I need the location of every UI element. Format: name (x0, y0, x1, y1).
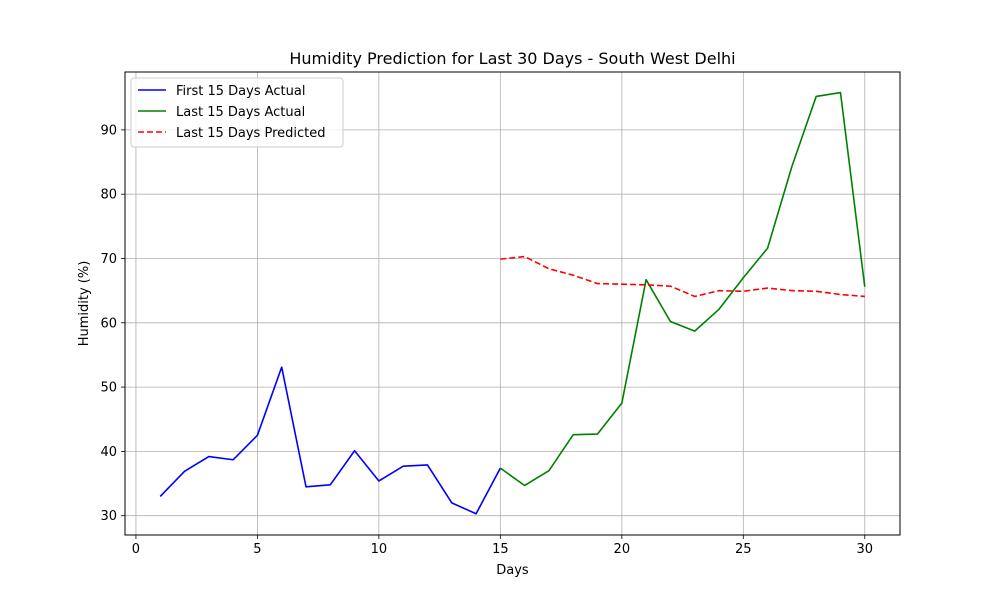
y-tick-label: 80 (100, 188, 117, 203)
grid-lines (125, 72, 900, 535)
y-tick-label: 50 (100, 381, 117, 396)
y-tick-label: 30 (100, 509, 117, 524)
x-tick-label: 0 (132, 542, 140, 557)
last-15-days-actual-line (499, 91, 866, 487)
axis-ticks: 0 5 10 15 20 25 30 30 40 50 60 70 80 90 (100, 123, 873, 557)
series-lines (159, 91, 866, 515)
y-tick-label: 40 (100, 445, 117, 460)
x-tick-label: 10 (371, 542, 388, 557)
legend-label-last-15-actual: Last 15 Days Actual (176, 105, 305, 120)
x-tick-label: 15 (492, 542, 509, 557)
y-tick-label: 90 (100, 123, 117, 138)
legend: First 15 Days Actual Last 15 Days Actual… (130, 77, 344, 148)
legend-label-last-15-predicted: Last 15 Days Predicted (176, 126, 326, 141)
y-axis-label: Humidity (%) (77, 261, 92, 347)
y-tick-label: 70 (100, 252, 117, 267)
plot-area-frame (124, 71, 901, 536)
legend-box (130, 77, 344, 148)
x-tick-label: 25 (735, 542, 752, 557)
x-axis-label: Days (496, 563, 529, 578)
x-tick-label: 30 (856, 542, 873, 557)
chart-title: Humidity Prediction for Last 30 Days - S… (289, 49, 735, 68)
legend-label-first-15-actual: First 15 Days Actual (176, 84, 305, 99)
first-15-days-actual-line (159, 366, 502, 515)
y-tick-label: 60 (100, 316, 117, 331)
x-tick-label: 5 (253, 542, 261, 557)
x-tick-label: 20 (614, 542, 631, 557)
last-15-days-predicted-line (500, 255, 865, 298)
